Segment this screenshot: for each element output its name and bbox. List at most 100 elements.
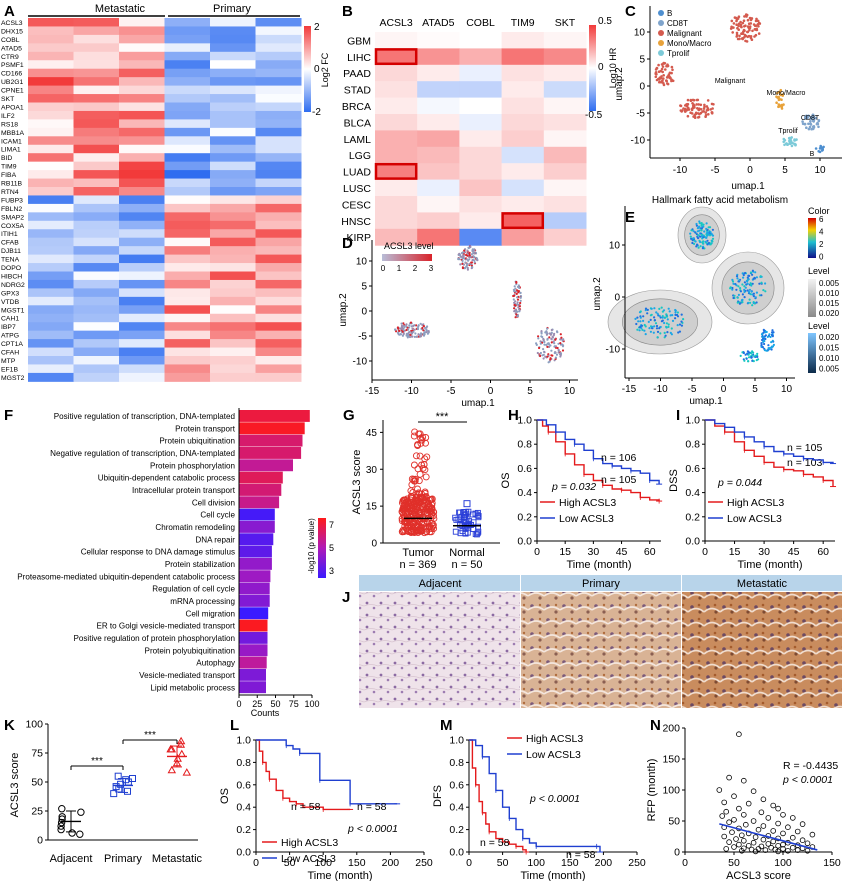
- panel-b-row-label: LUAD: [343, 167, 371, 179]
- panel-e-point: [665, 322, 669, 325]
- panel-a-heat-cell: [28, 339, 74, 349]
- panel-a-heat-cell: [210, 347, 256, 357]
- panel-a-heat-cell: [255, 187, 302, 196]
- panel-c-legend-swatch: [658, 50, 664, 56]
- panel-n-stat-r: R = -0.4435: [783, 760, 838, 772]
- panel-c-point-cd8t: [807, 114, 810, 118]
- panel-a-heat-cell: [28, 271, 74, 281]
- panel-c-legend-swatch: [658, 10, 664, 16]
- panel-d-point: [461, 259, 464, 262]
- panel-d-point: [557, 351, 560, 354]
- panel-a-heat-cell: [119, 246, 165, 256]
- panel-a-heat-cell: [255, 330, 302, 340]
- panel-c-legend-swatch: [658, 20, 664, 26]
- panel-a-heat-cell: [28, 34, 74, 44]
- panel-a-group-primary: Primary: [213, 3, 251, 15]
- panel-a-heat-cell: [119, 229, 165, 239]
- panel-b-row-label: BLCA: [344, 117, 371, 129]
- panel-c-point-mono-macro: [778, 90, 782, 94]
- panel-e-point: [649, 314, 653, 317]
- panel-g-point-tumor: [418, 461, 426, 469]
- panel-g-point-tumor: [419, 494, 427, 502]
- panel-e-point: [733, 294, 736, 297]
- panel-a-heat-cell: [210, 271, 256, 281]
- panel-i-ytick-label: 0.0: [685, 536, 700, 548]
- panel-c-point-malignant: [756, 19, 760, 23]
- panel-e-level2-tick: 0.020: [819, 333, 840, 342]
- panel-e-point: [655, 311, 658, 314]
- panel-c-point-b: [822, 145, 825, 149]
- panel-a-gene-label: DOPO: [1, 265, 21, 272]
- panel-c-point-tprolif: [790, 144, 794, 148]
- panel-f-category-label: Cell migration: [186, 609, 235, 618]
- panel-a-heat-cell: [164, 305, 211, 315]
- panel-a-heat-cell: [73, 364, 120, 374]
- panel-a-heat-cell: [255, 296, 302, 306]
- panel-c-point-malignant: [659, 81, 663, 84]
- panel-n-point: [750, 839, 757, 846]
- panel-e-point: [689, 232, 692, 235]
- panel-d-point: [553, 342, 556, 345]
- panel-b-column-label: SKT: [555, 17, 576, 29]
- panel-f-bar: [239, 410, 310, 422]
- panel-i-xtick-label: 60: [817, 546, 829, 558]
- panel-e-point: [674, 309, 677, 312]
- panel-d-point: [562, 344, 565, 347]
- panel-b-heat-cell: [417, 32, 460, 49]
- panel-a-heat-cell: [210, 296, 256, 306]
- panel-e-point: [700, 222, 703, 225]
- panel-c-point-mono-macro: [781, 94, 784, 97]
- panel-e-point: [707, 233, 710, 236]
- panel-e-color-tick: 2: [819, 240, 824, 249]
- panel-n-point: [762, 847, 769, 853]
- panel-d-point: [419, 334, 422, 337]
- panel-d-legend-tick: 0: [381, 264, 386, 273]
- panel-c-point-malignant: [736, 17, 740, 20]
- panel-a-heat-cell: [73, 170, 120, 180]
- panel-d-point: [515, 280, 518, 284]
- panel-a-heat-cell: [255, 279, 302, 289]
- panel-e-point: [699, 240, 702, 244]
- panel-e-point: [692, 230, 695, 233]
- panel-label-g: G: [343, 407, 355, 424]
- panel-e-point: [676, 311, 680, 314]
- panel-a-heat-cell: [28, 60, 74, 70]
- panel-e-point: [697, 246, 700, 249]
- panel-g-point-normal: [474, 509, 481, 516]
- panel-b-heat-cell: [543, 48, 587, 66]
- panel-e-point: [662, 309, 666, 312]
- panel-c-point-malignant: [739, 25, 743, 28]
- panel-e-point: [746, 282, 749, 285]
- panel-c-point-malignant: [743, 33, 747, 37]
- panel-a-heat-cell: [28, 85, 74, 95]
- panel-a-heat-cell: [210, 161, 256, 171]
- panel-d-point: [549, 344, 552, 347]
- panel-e-point: [660, 320, 664, 323]
- panel-a-heat-cell: [255, 110, 302, 120]
- panel-e-point: [764, 282, 767, 285]
- panel-g-point-normal: [462, 530, 469, 537]
- panel-label-k: K: [4, 717, 15, 734]
- panel-k-point-primary: [129, 775, 136, 782]
- panel-d-point: [462, 263, 465, 266]
- panel-d-point: [555, 330, 559, 333]
- panel-k-point-adjacent: [77, 808, 85, 816]
- panel-n-point: [731, 816, 737, 823]
- panel-a-gene-label: MTP: [1, 358, 16, 365]
- panel-a-heat-cell: [28, 322, 74, 332]
- panel-n-point: [736, 731, 742, 737]
- panel-c-point-malignant: [705, 109, 709, 112]
- panel-a-heat-cell: [73, 203, 120, 213]
- panel-a-heat-cell: [210, 144, 256, 154]
- panel-a-heat-cell: [28, 372, 74, 382]
- panel-m-xlabel: Time (month): [521, 870, 586, 881]
- panel-e-level2-tick: 0.015: [819, 344, 840, 353]
- panel-a-heat-cell: [119, 296, 165, 306]
- panel-d-point: [464, 267, 467, 270]
- panel-a-gene-label: ICAM1: [1, 138, 22, 145]
- panel-d-point: [422, 332, 425, 335]
- panel-n-point: [719, 813, 725, 819]
- panel-a-heat-cell: [119, 68, 165, 78]
- panel-e-point: [700, 233, 703, 236]
- panel-a-heat-cell: [255, 178, 302, 188]
